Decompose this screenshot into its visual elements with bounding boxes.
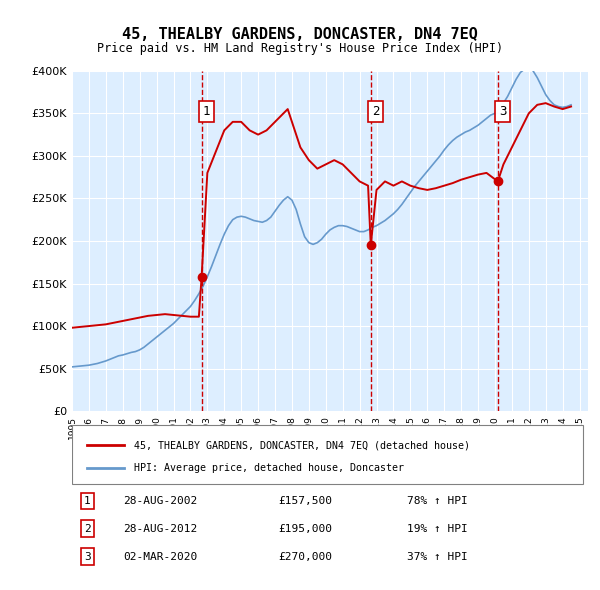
Text: 2: 2 [84, 524, 91, 534]
Text: 1: 1 [203, 105, 211, 118]
Text: £195,000: £195,000 [278, 524, 332, 534]
Text: 28-AUG-2002: 28-AUG-2002 [124, 496, 198, 506]
Text: 28-AUG-2012: 28-AUG-2012 [124, 524, 198, 534]
Text: 3: 3 [84, 552, 91, 562]
Text: £157,500: £157,500 [278, 496, 332, 506]
Text: 3: 3 [499, 105, 506, 118]
Text: 2: 2 [372, 105, 380, 118]
FancyBboxPatch shape [72, 425, 583, 484]
Text: Price paid vs. HM Land Registry's House Price Index (HPI): Price paid vs. HM Land Registry's House … [97, 42, 503, 55]
Text: 45, THEALBY GARDENS, DONCASTER, DN4 7EQ (detached house): 45, THEALBY GARDENS, DONCASTER, DN4 7EQ … [134, 440, 470, 450]
Text: £270,000: £270,000 [278, 552, 332, 562]
Text: 45, THEALBY GARDENS, DONCASTER, DN4 7EQ: 45, THEALBY GARDENS, DONCASTER, DN4 7EQ [122, 27, 478, 41]
Text: HPI: Average price, detached house, Doncaster: HPI: Average price, detached house, Donc… [134, 463, 404, 473]
Text: 78% ↑ HPI: 78% ↑ HPI [407, 496, 468, 506]
Text: 02-MAR-2020: 02-MAR-2020 [124, 552, 198, 562]
Text: 19% ↑ HPI: 19% ↑ HPI [407, 524, 468, 534]
Text: 1: 1 [84, 496, 91, 506]
Text: 37% ↑ HPI: 37% ↑ HPI [407, 552, 468, 562]
